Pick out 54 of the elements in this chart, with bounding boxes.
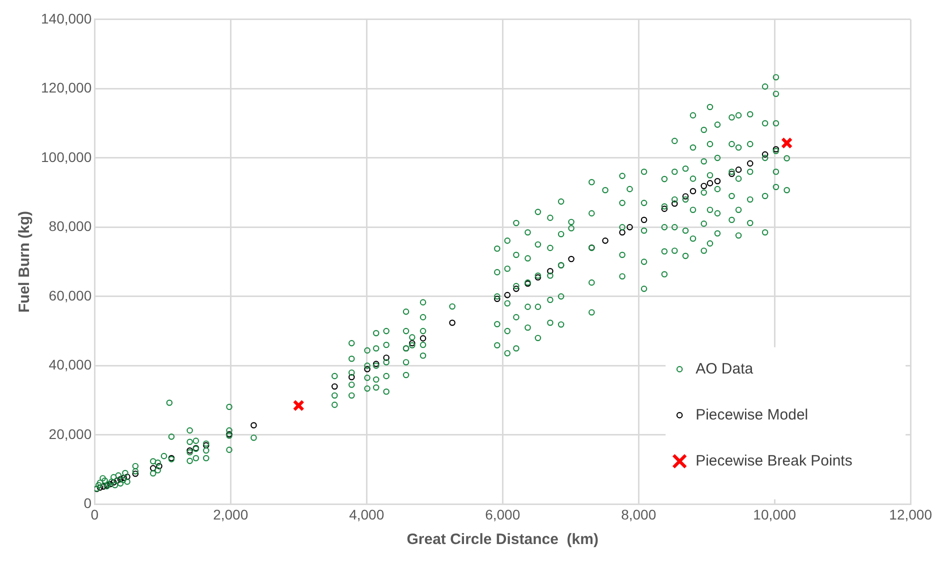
x-tick-label: 10,000 xyxy=(753,506,796,522)
point xyxy=(124,474,130,480)
point xyxy=(568,256,574,262)
point xyxy=(547,268,554,274)
y-tick-label: 60,000 xyxy=(48,287,92,304)
x-tick-label: 8,000 xyxy=(621,506,656,522)
point xyxy=(383,354,390,361)
point xyxy=(706,180,714,186)
point xyxy=(100,483,107,490)
point xyxy=(331,383,338,390)
y-tick-label: 20,000 xyxy=(48,426,92,442)
point xyxy=(640,216,648,224)
point xyxy=(762,151,768,158)
point xyxy=(513,286,520,292)
point xyxy=(780,137,793,149)
x-tick-label: 6,000 xyxy=(485,506,520,522)
point xyxy=(156,462,162,470)
point xyxy=(449,320,456,326)
point xyxy=(619,229,626,236)
point xyxy=(690,188,696,194)
point xyxy=(348,374,355,380)
x-axis-title: Great Circle Distance (km) xyxy=(406,531,598,548)
point xyxy=(364,366,370,372)
point xyxy=(682,193,689,200)
point xyxy=(746,160,754,167)
y-tick-label: 40,000 xyxy=(48,356,92,373)
y-tick-label: 140,000 xyxy=(40,10,92,26)
y-tick-label: 120,000 xyxy=(40,80,92,96)
point xyxy=(250,422,257,428)
legend-label: Piecewise Break Points xyxy=(696,452,852,470)
point xyxy=(420,335,426,342)
x-tick-label: 2,000 xyxy=(213,506,248,522)
x-tick-label: 4,000 xyxy=(349,506,384,522)
point xyxy=(671,200,678,207)
point xyxy=(602,238,608,244)
y-tick-label: 100,000 xyxy=(40,148,92,165)
point xyxy=(700,182,708,190)
point xyxy=(661,206,668,212)
y-tick-label: 0 xyxy=(84,495,92,512)
point xyxy=(292,400,304,412)
point xyxy=(504,292,511,298)
point xyxy=(132,470,139,477)
legend-label: Piecewise Model xyxy=(696,406,808,424)
y-tick-label: 80,000 xyxy=(48,218,92,234)
point xyxy=(714,178,721,184)
point xyxy=(494,296,500,302)
x-tick-label: 12,000 xyxy=(889,506,932,522)
point xyxy=(626,224,633,230)
point xyxy=(150,465,156,472)
point xyxy=(96,484,104,491)
point xyxy=(735,166,742,173)
y-axis-title: Fuel Burn (kg) xyxy=(16,210,34,313)
point xyxy=(117,476,124,482)
legend-label: AO Data xyxy=(696,360,754,378)
